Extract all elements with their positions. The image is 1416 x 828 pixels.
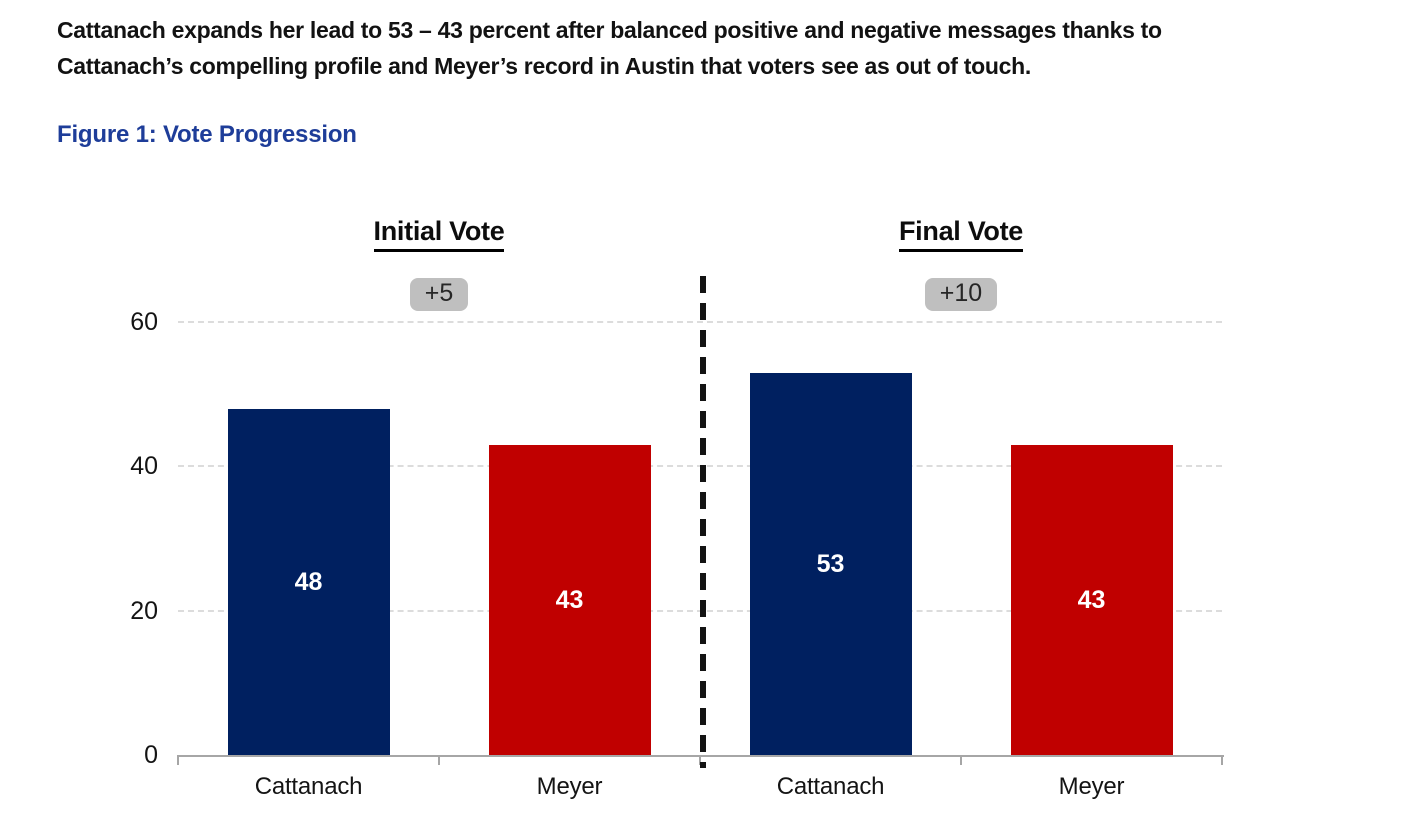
bar-cattanach-final-vote: [749, 372, 912, 755]
bar-meyer-final-vote: [1010, 444, 1173, 755]
bar-value-label: 43: [555, 585, 584, 614]
lead-margin-badge: +10: [924, 278, 998, 311]
bar-cattanach-initial-vote: [227, 408, 390, 755]
x-axis-category-label: Meyer: [536, 773, 603, 800]
section-header-final-vote: Final Vote: [801, 216, 1121, 252]
x-axis-tick: [177, 755, 179, 765]
memo-line-2: Cattanach’s compelling profile and Meyer…: [57, 53, 1031, 79]
lead-badge-wrap-final-vote: +10: [801, 278, 1121, 311]
lead-margin-badge: +5: [409, 278, 469, 311]
bar-value-label: 53: [816, 549, 845, 578]
group-divider-dashed-line: [700, 276, 706, 768]
x-axis-tick: [960, 755, 962, 765]
memo-line-1: Cattanach expands her lead to 53 – 43 pe…: [57, 17, 1162, 43]
memo-summary: Cattanach expands her lead to 53 – 43 pe…: [57, 12, 1162, 84]
y-axis-tick-label: 60: [130, 308, 158, 336]
x-axis-category-label: Cattanach: [776, 773, 885, 800]
section-header-label: Final Vote: [898, 216, 1023, 252]
section-header-initial-vote: Initial Vote: [279, 216, 599, 252]
y-axis-tick-label: 40: [130, 452, 158, 481]
figure-title: Figure 1: Vote Progression: [57, 121, 357, 148]
lead-badge-wrap-initial-vote: +5: [279, 278, 599, 311]
x-axis-tick: [1221, 755, 1223, 765]
section-header-label: Initial Vote: [373, 216, 505, 252]
x-axis-category-label: Meyer: [1058, 773, 1125, 800]
x-axis-category-label: Cattanach: [254, 773, 363, 800]
bar-meyer-initial-vote: [488, 444, 651, 755]
bar-value-label: 43: [1077, 585, 1106, 614]
bar-value-label: 48: [294, 567, 323, 596]
y-axis-tick-label: 0: [144, 741, 158, 769]
y-axis-tick-label: 20: [130, 596, 158, 625]
x-axis-tick: [438, 755, 440, 765]
